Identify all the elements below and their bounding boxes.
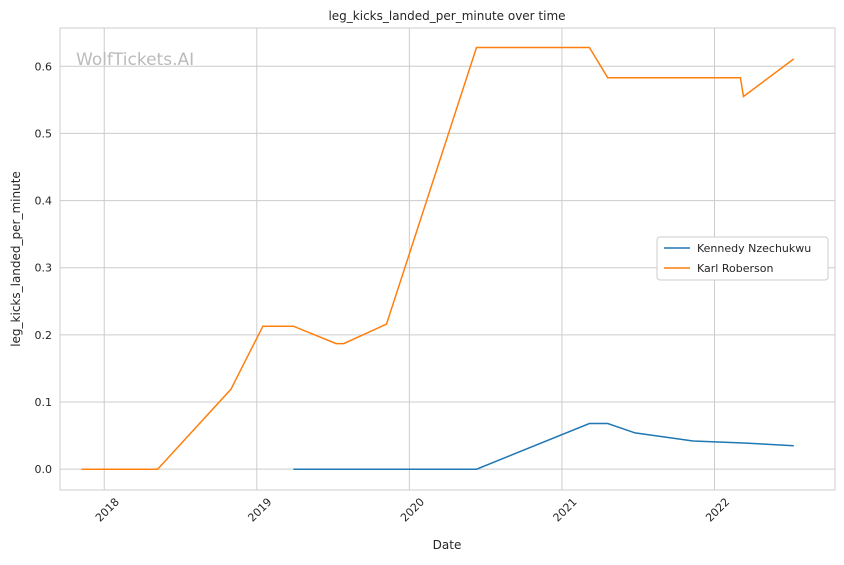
legend: Kennedy Nzechukwu Karl Roberson [656,236,829,281]
y-tick-label: 0.5 [35,127,53,140]
y-axis-label: leg_kicks_landed_per_minute [9,171,23,347]
y-tick-label: 0.3 [35,262,53,275]
plot-frame [59,27,836,491]
x-tick-label: 2019 [245,496,274,525]
x-tick-label: 2021 [551,496,580,525]
series-line-1 [81,46,795,470]
chart-title: leg_kicks_landed_per_minute over time [328,9,565,23]
watermark: WolfTickets.AI [76,50,194,70]
x-tick-label: 2018 [93,496,122,525]
x-tick-label: 2020 [398,496,427,525]
legend-label-karl: Karl Roberson [697,262,773,275]
y-tick-label: 0.4 [35,195,53,208]
x-tick-label: 2022 [703,496,732,525]
y-tick-label: 0.0 [35,463,53,476]
y-tick-label: 0.6 [35,60,53,73]
y-tick-label: 0.2 [35,329,53,342]
y-tick-label: 0.1 [35,396,53,409]
x-axis-label: Date [433,538,462,552]
legend-label-kennedy: Kennedy Nzechukwu [697,242,811,255]
series-line-0 [293,422,794,470]
